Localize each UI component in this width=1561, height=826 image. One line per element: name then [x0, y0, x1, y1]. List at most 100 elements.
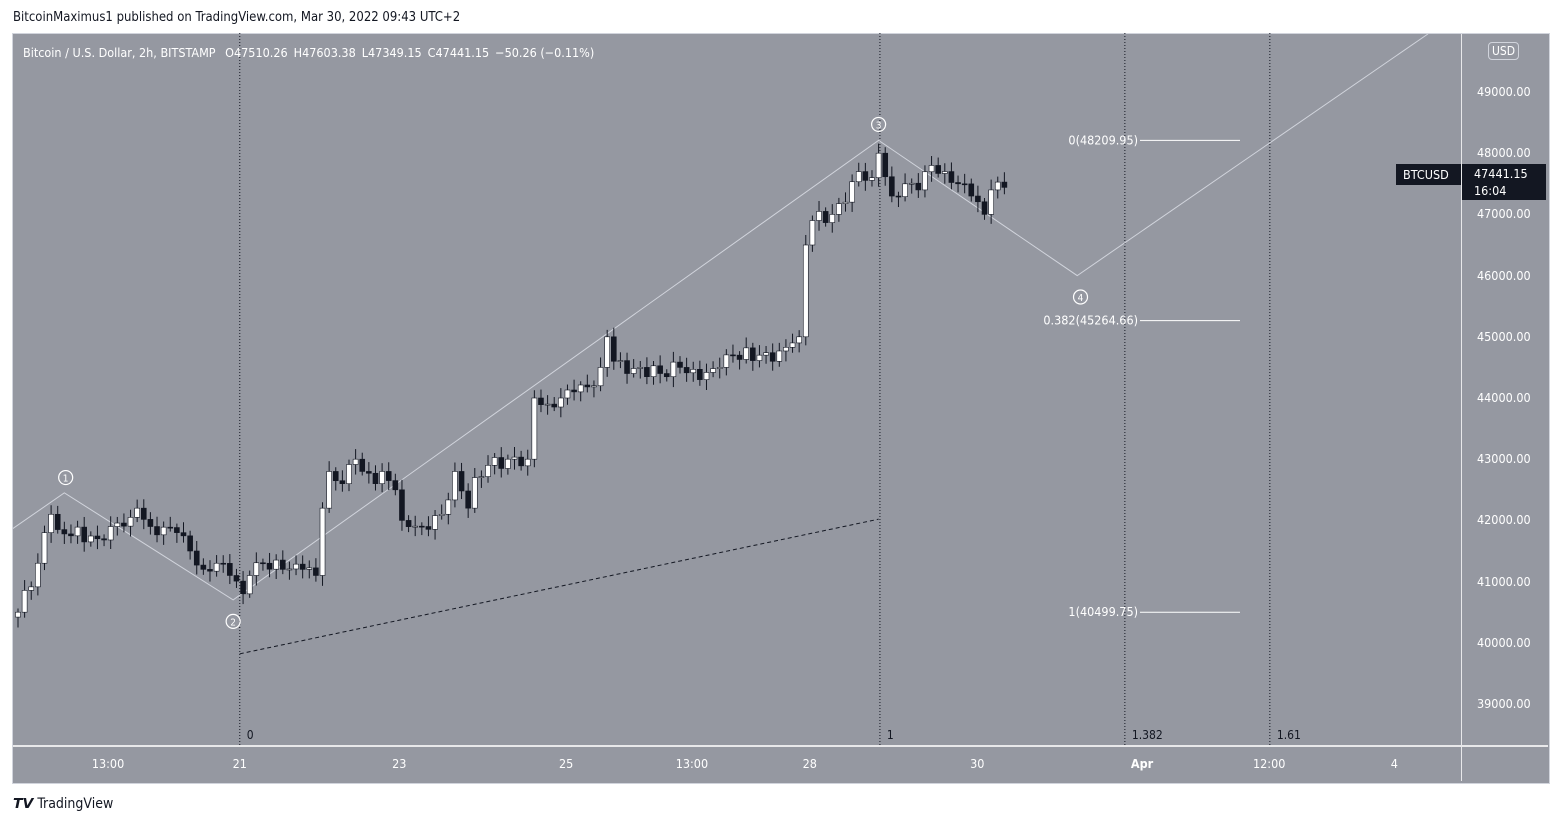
candle: [385, 462, 392, 491]
candle-body: [326, 471, 332, 509]
candle: [928, 156, 935, 182]
candle: [518, 450, 524, 471]
fib-time-label: 0: [247, 728, 254, 742]
candle-body: [710, 368, 716, 373]
candle-body: [538, 397, 544, 405]
candle-body: [584, 384, 591, 388]
candle-body: [902, 183, 908, 197]
candle-body: [174, 527, 180, 533]
candle-body: [703, 372, 710, 380]
candle-body: [690, 369, 697, 374]
candle: [332, 467, 339, 491]
candle: [730, 344, 736, 363]
candle-body: [498, 457, 505, 469]
time-axis-divider[interactable]: [13, 745, 1548, 747]
candle-body: [233, 575, 240, 582]
candle: [558, 388, 564, 418]
candle: [783, 339, 789, 362]
price-tick-label: 41000.00: [1477, 573, 1531, 589]
candle-body: [796, 336, 802, 344]
candle-body: [591, 385, 597, 388]
candle: [908, 178, 915, 194]
candle-body: [551, 403, 558, 408]
candle: [74, 520, 81, 544]
candle-body: [273, 559, 279, 570]
candle-body: [313, 567, 319, 576]
candle: [670, 351, 677, 388]
price-chart[interactable]: 0 1 1.382 1.61 0(48209.95) 0.382(45264.66) 1(4…: [12, 33, 1548, 782]
candle: [895, 191, 902, 208]
candle-body: [213, 562, 220, 572]
fib-time-label: 1: [887, 728, 894, 742]
candle: [352, 449, 359, 475]
candle: [107, 516, 114, 550]
candle: [187, 530, 193, 560]
candle: [743, 337, 750, 364]
candle-body: [961, 183, 968, 186]
candle: [438, 504, 445, 520]
candle-body: [922, 171, 928, 191]
candle: [346, 459, 352, 492]
candle-body: [41, 532, 48, 564]
candle: [683, 357, 690, 382]
candle-body: [630, 368, 637, 374]
candle-body: [637, 367, 644, 369]
candle-body: [663, 373, 670, 378]
candle: [399, 479, 405, 531]
footer-brand[interactable]: 𝙏𝙑 TradingView: [13, 796, 113, 812]
candle-body: [154, 526, 160, 536]
candle: [15, 608, 21, 628]
candle-body: [763, 352, 769, 356]
candle: [816, 201, 822, 231]
chart-frame[interactable]: [12, 33, 1550, 784]
candle: [941, 163, 948, 184]
candle-body: [465, 490, 471, 509]
candle-body: [524, 458, 531, 467]
candle: [842, 192, 849, 212]
candle-body: [849, 181, 855, 203]
candle: [491, 453, 498, 475]
price-tick-label: 44000.00: [1477, 390, 1531, 405]
candle-body: [981, 201, 988, 215]
candle-body: [505, 458, 511, 469]
publish-info: BitcoinMaximus1 published on TradingView…: [13, 10, 461, 25]
candle: [716, 357, 723, 379]
candle: [802, 234, 809, 346]
price-tick-label: 40000.00: [1477, 634, 1531, 650]
candle: [28, 581, 35, 600]
currency-button[interactable]: USD: [1488, 42, 1520, 60]
candle-body: [750, 347, 756, 361]
candle-body: [571, 389, 577, 393]
time-tick-label: 4: [1390, 756, 1398, 771]
candle-body: [604, 336, 610, 368]
time-tick-label: Apr: [1130, 756, 1154, 771]
candle-body: [81, 526, 87, 543]
candle: [359, 452, 366, 476]
candle: [710, 361, 716, 378]
candle: [313, 558, 319, 582]
candle: [253, 552, 260, 586]
candle-body: [266, 562, 273, 570]
fib-time-label: 1.61: [1277, 728, 1301, 742]
candle-body: [346, 464, 352, 484]
candle: [326, 461, 332, 513]
candle: [286, 561, 293, 580]
candle: [657, 355, 663, 384]
candle-body: [359, 458, 366, 472]
price-axis-divider[interactable]: [1461, 34, 1462, 781]
candle-body: [114, 522, 121, 527]
candle-body: [716, 367, 723, 369]
candle-body: [392, 480, 399, 491]
candle: [432, 510, 438, 540]
symbol-tag: BTCUSD: [1396, 164, 1461, 185]
candle-body: [577, 384, 584, 393]
candle-body: [677, 361, 683, 368]
candle: [160, 521, 167, 545]
candle: [293, 555, 299, 576]
candle-body: [445, 499, 452, 515]
bar-countdown: 16:04: [1474, 183, 1507, 198]
candle: [266, 552, 273, 578]
candle: [551, 397, 558, 412]
candle: [736, 351, 743, 370]
candle-body: [789, 342, 796, 348]
